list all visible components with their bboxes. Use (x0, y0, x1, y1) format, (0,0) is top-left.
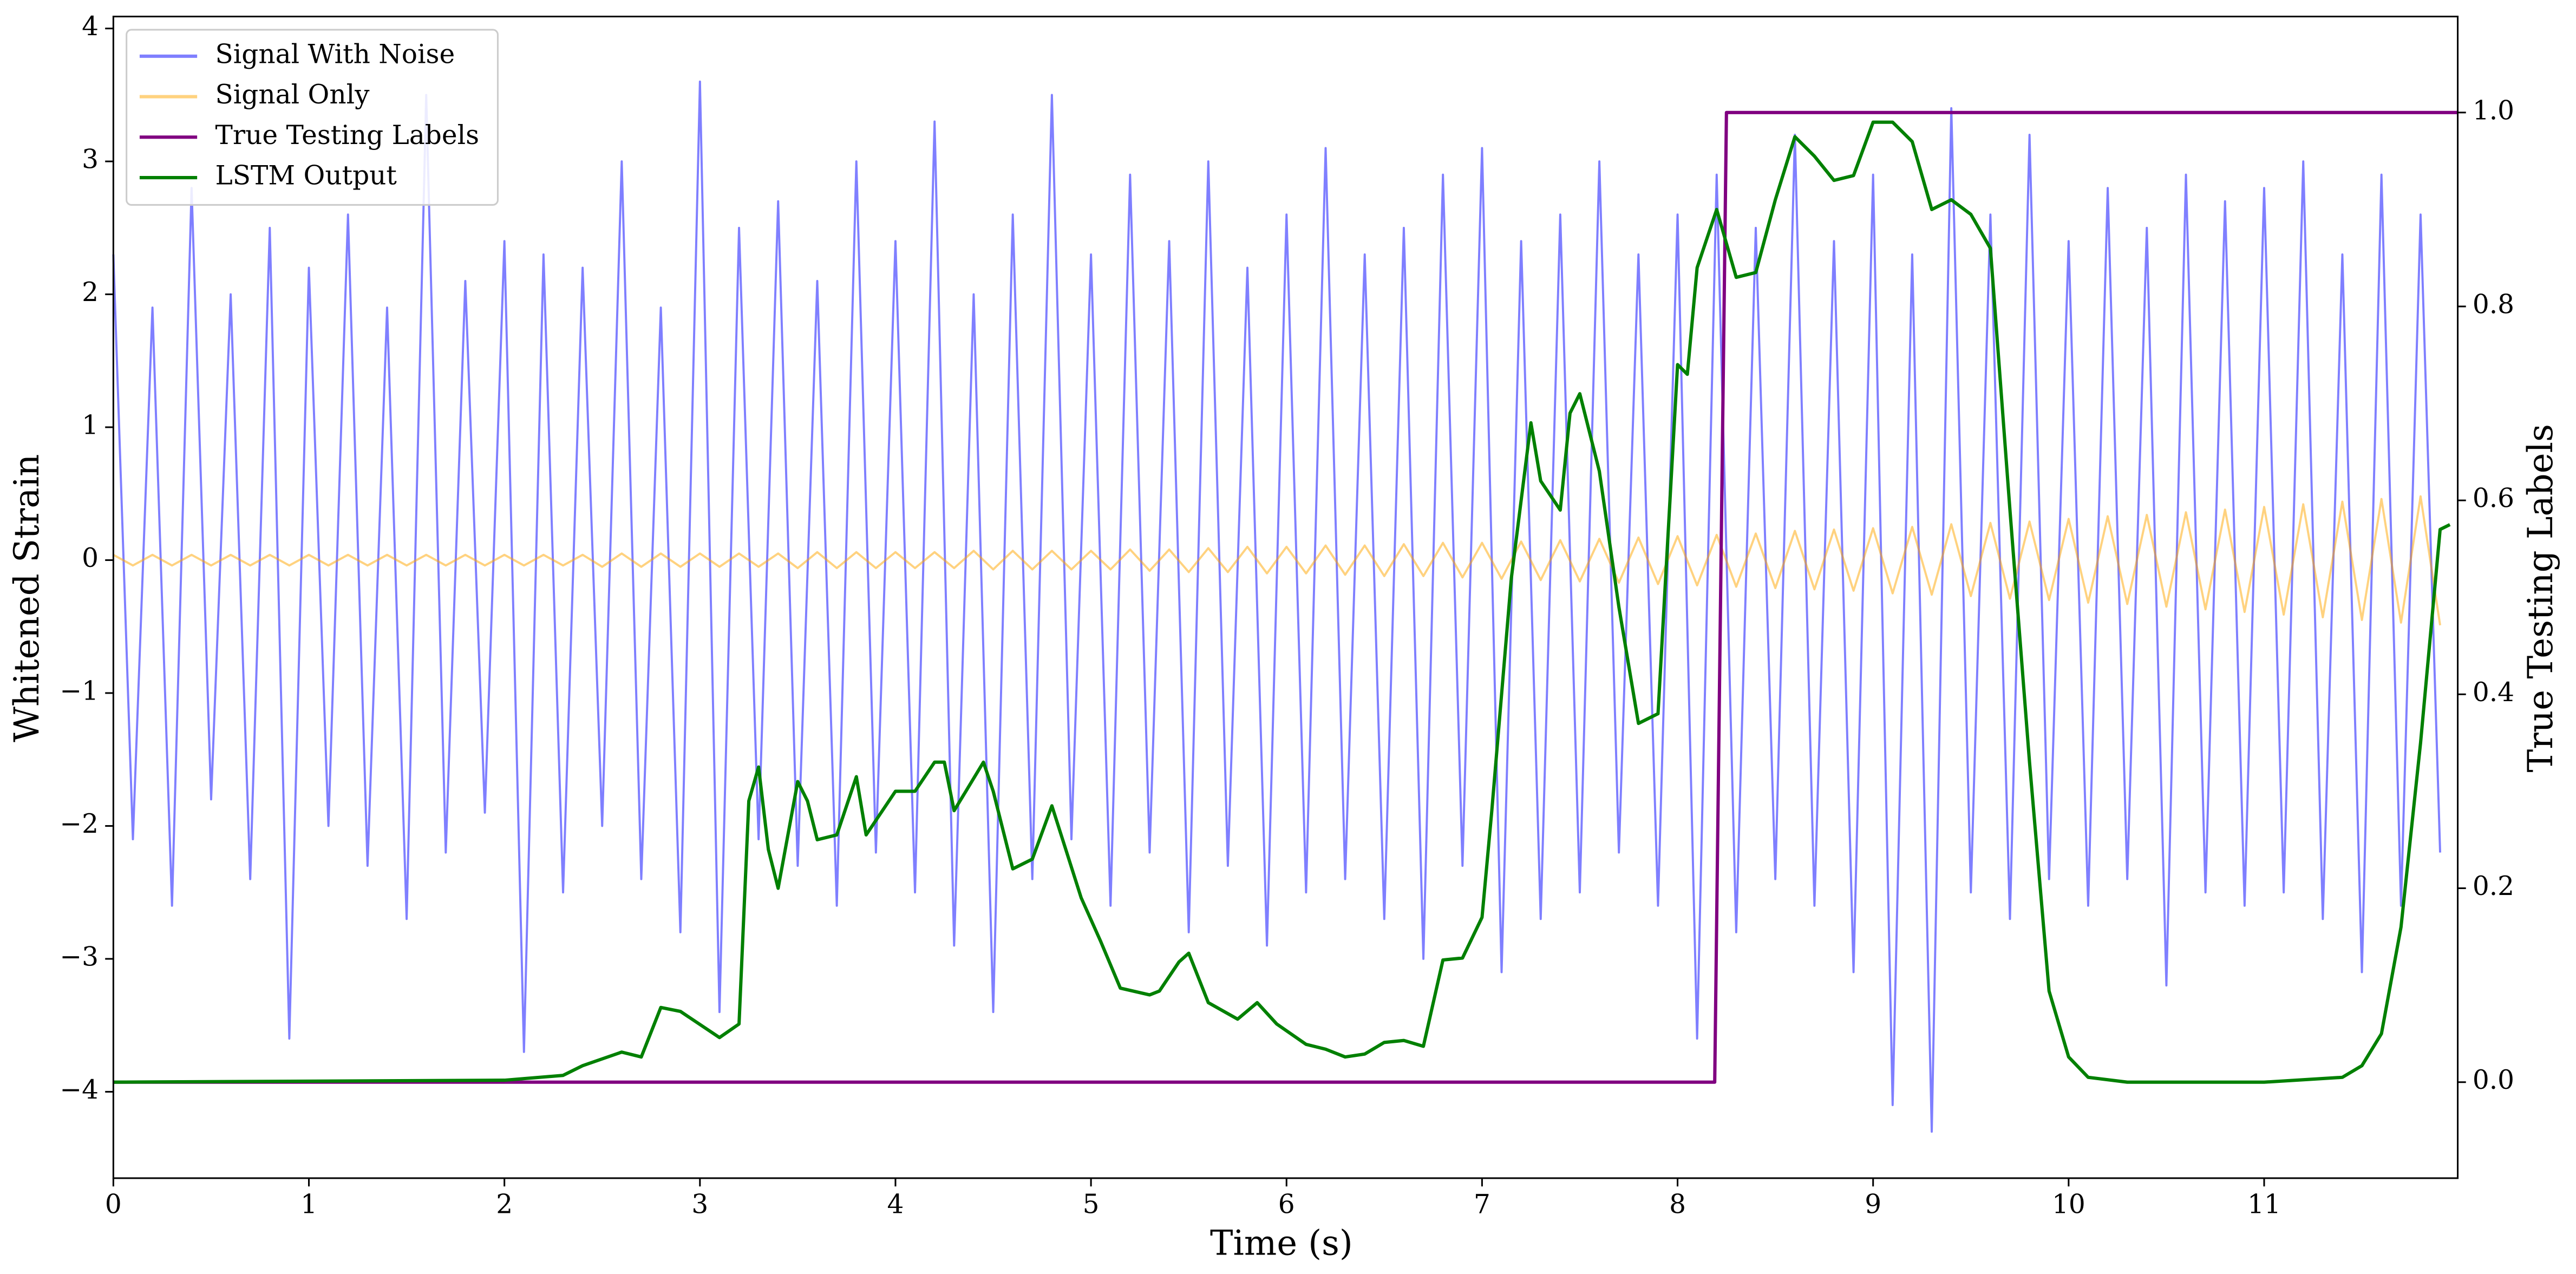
x-tick-label: 11 (2247, 1189, 2281, 1219)
x-tick-label: 3 (691, 1189, 708, 1219)
x-tick-label: 0 (105, 1189, 122, 1219)
y-axis-label: Whitened Strain (7, 454, 47, 742)
series-line (112, 80, 2441, 1133)
axes-frame (112, 15, 2459, 1179)
x-axis-label: Time (s) (1210, 1223, 1353, 1263)
x-tick-label: 7 (1474, 1189, 1490, 1219)
legend: Signal With Noise Signal Only True Testing… (126, 29, 499, 206)
y-tick-label: −4 (60, 1075, 99, 1105)
y2-tick-label: 0.8 (2473, 289, 2514, 319)
x-tick-label: 10 (2052, 1189, 2085, 1219)
x-tick-label: 2 (496, 1189, 513, 1219)
x-tick-label: 6 (1278, 1189, 1295, 1219)
y-tick-label: 3 (82, 144, 99, 174)
y-tick-label: −2 (60, 809, 99, 839)
y-tick-label: 4 (82, 11, 99, 42)
y2-tick-label: 0.6 (2473, 484, 2514, 514)
y2-tick-label: 0.4 (2473, 677, 2514, 708)
y2-tick-label: 0.2 (2473, 871, 2514, 901)
legend-label: Signal Only (215, 80, 370, 110)
x-tick-label: 9 (1865, 1189, 1881, 1219)
legend-label: LSTM Output (215, 160, 397, 191)
legend-box (126, 29, 499, 206)
y-tick-label: 2 (82, 277, 99, 308)
series-line (113, 110, 2458, 1084)
x-tick-label: 8 (1669, 1189, 1686, 1219)
x-tick-label: 1 (300, 1189, 317, 1219)
y-tick-label: −1 (60, 676, 99, 706)
x-tick-label: 4 (887, 1189, 904, 1219)
y-tick-label: 0 (82, 543, 99, 573)
y2-tick-label: 0.0 (2473, 1065, 2514, 1095)
legend-label: True Testing Labels (215, 120, 480, 151)
series-line (113, 120, 2451, 1084)
series-line (113, 495, 2441, 626)
plot-area (112, 80, 2458, 1133)
x-tick-label: 5 (1083, 1189, 1100, 1219)
y2-tick-label: 1.0 (2473, 95, 2514, 126)
y2-axis-label: True Testing Labels (2521, 424, 2561, 772)
y-tick-label: −3 (60, 942, 99, 972)
legend-label: Signal With Noise (215, 39, 455, 69)
y-tick-label: 1 (82, 410, 99, 440)
